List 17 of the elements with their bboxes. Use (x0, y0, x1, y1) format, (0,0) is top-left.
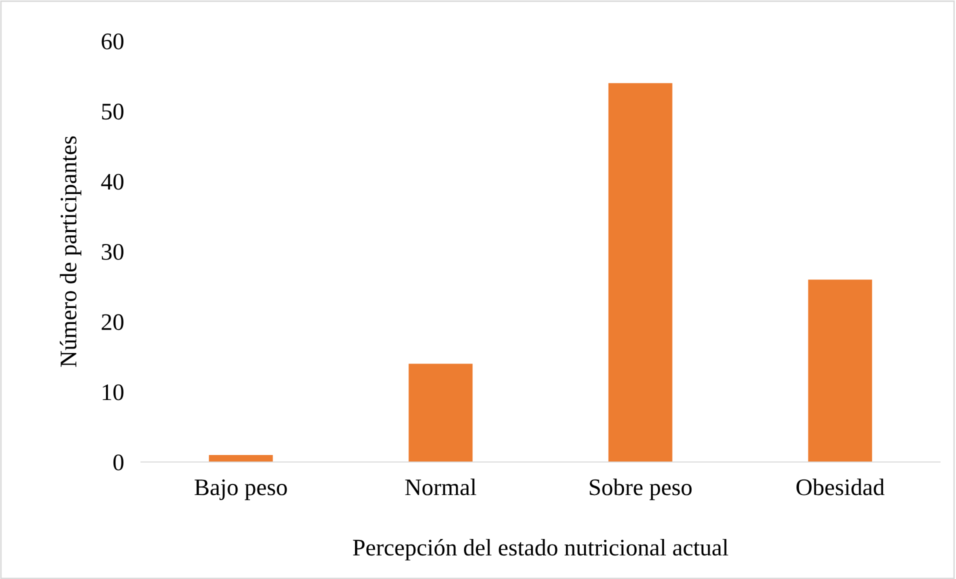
y-tick-label: 30 (102, 244, 124, 260)
bar (208, 454, 273, 462)
y-tick-label: 20 (102, 314, 124, 330)
y-tick-label: 0 (113, 454, 124, 470)
x-tick-label: Bajo peso (194, 479, 287, 500)
x-tick-label: Obesidad (796, 478, 884, 496)
y-tick-label: 50 (102, 104, 124, 120)
y-tick-label: 10 (102, 384, 124, 400)
bar (608, 83, 672, 462)
bar (408, 364, 473, 462)
x-tick-label: Sobre peso (590, 478, 692, 500)
bar (808, 280, 872, 462)
y-tick-label: 60 (102, 33, 124, 50)
x-axis-title: Percepción del estado nutricional actual (353, 538, 728, 560)
y-tick-label: 40 (101, 174, 124, 190)
y-axis-title: Número de participantes (60, 136, 82, 367)
x-tick-label: Normal (405, 478, 476, 496)
